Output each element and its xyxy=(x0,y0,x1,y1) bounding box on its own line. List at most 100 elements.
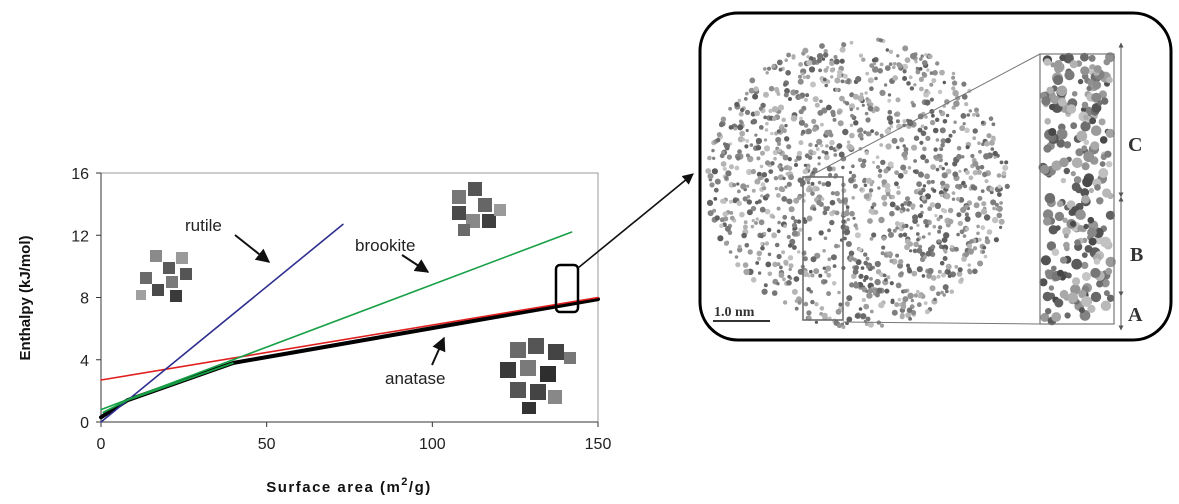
atom xyxy=(947,218,954,225)
atom xyxy=(834,87,839,92)
atom xyxy=(919,57,923,61)
atom xyxy=(863,193,870,200)
atom xyxy=(1054,211,1065,222)
atom xyxy=(1103,58,1111,66)
atom xyxy=(1004,160,1009,165)
atom xyxy=(843,210,850,217)
atom xyxy=(897,172,904,179)
atom xyxy=(826,104,832,111)
series-line-anatase xyxy=(99,297,600,420)
atom xyxy=(1075,209,1086,220)
atom xyxy=(884,182,891,189)
atom xyxy=(826,272,832,278)
atom xyxy=(949,289,955,295)
atom xyxy=(854,265,859,271)
atom xyxy=(723,216,729,222)
atom xyxy=(1041,96,1051,106)
atom xyxy=(879,62,884,67)
atom xyxy=(942,284,949,291)
atom xyxy=(923,219,929,225)
atom xyxy=(951,86,956,91)
atom xyxy=(868,208,874,214)
atom xyxy=(869,86,874,91)
atom xyxy=(1099,136,1108,144)
atom xyxy=(944,270,949,274)
atom xyxy=(724,175,729,181)
atom xyxy=(1040,255,1051,266)
atom xyxy=(972,160,979,167)
atom xyxy=(783,261,789,266)
atom xyxy=(989,140,995,146)
atom xyxy=(798,62,803,67)
atom xyxy=(890,299,895,305)
atom xyxy=(867,321,875,328)
atom xyxy=(977,141,981,145)
atom xyxy=(837,120,844,127)
atom xyxy=(1091,92,1102,103)
atom xyxy=(1064,312,1071,319)
atom xyxy=(813,268,820,275)
atom xyxy=(929,202,936,208)
atom xyxy=(1083,151,1095,163)
atom xyxy=(929,97,935,102)
atom xyxy=(958,183,963,189)
atom xyxy=(810,256,817,263)
atom xyxy=(986,229,993,235)
atom xyxy=(1070,122,1078,130)
atom xyxy=(756,156,761,161)
atom xyxy=(869,182,874,187)
atom xyxy=(965,170,970,175)
atom xyxy=(905,312,912,319)
atom xyxy=(890,194,895,200)
atom xyxy=(920,154,926,161)
atom xyxy=(964,204,969,209)
atom xyxy=(820,122,824,127)
atom xyxy=(945,263,952,270)
atom xyxy=(930,275,937,281)
atom xyxy=(823,49,828,54)
atom xyxy=(1081,101,1089,109)
atom xyxy=(755,217,759,221)
atom xyxy=(965,226,970,232)
atom xyxy=(786,198,793,205)
atom xyxy=(750,224,755,229)
atom xyxy=(961,155,965,159)
atom xyxy=(837,290,841,295)
atom xyxy=(851,273,857,280)
atom xyxy=(889,201,896,208)
atom xyxy=(871,58,876,63)
callout-arrow xyxy=(577,173,694,269)
atom xyxy=(939,127,946,134)
atom xyxy=(918,76,925,82)
atom xyxy=(821,57,826,61)
atom xyxy=(805,93,810,98)
atom xyxy=(991,122,996,127)
atom xyxy=(963,184,968,189)
atom xyxy=(723,240,729,246)
atom xyxy=(904,244,910,251)
atom xyxy=(874,292,880,298)
atom xyxy=(942,256,948,261)
atom xyxy=(872,61,877,66)
atom xyxy=(844,301,851,307)
atom xyxy=(853,282,860,289)
atom xyxy=(1090,267,1101,279)
atom xyxy=(745,128,749,133)
atom xyxy=(902,69,907,74)
atom xyxy=(1091,103,1102,113)
atom xyxy=(883,168,889,174)
atom xyxy=(878,302,885,309)
atom xyxy=(879,133,884,138)
atom xyxy=(886,275,891,280)
atom xyxy=(960,206,967,213)
atom xyxy=(874,260,881,268)
atom xyxy=(962,234,967,238)
atom xyxy=(796,150,803,157)
atom xyxy=(721,199,727,204)
atom xyxy=(1101,278,1110,288)
atom xyxy=(740,183,747,190)
atom xyxy=(919,140,924,145)
atom xyxy=(750,277,757,283)
atom xyxy=(945,113,950,118)
atom xyxy=(846,316,853,323)
